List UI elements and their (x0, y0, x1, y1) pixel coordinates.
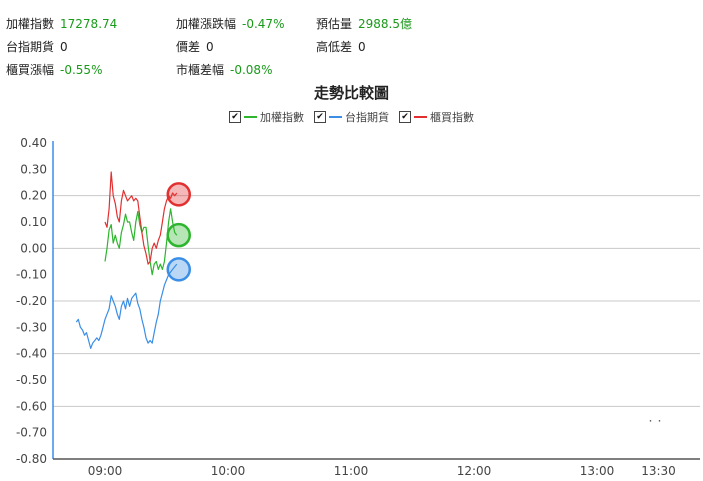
series-line-taiex (104, 208, 178, 276)
current-marker-otc (166, 182, 191, 207)
stat-hl-spread-label: 高低差 (316, 40, 353, 54)
stat-futures: 台指期貨 0 (6, 38, 68, 55)
stat-otc-spread: 市櫃差幅 -0.08% (176, 61, 272, 78)
chart-legend: ✔ 加權指數 ✔ 台指期貨 ✔ 櫃買指數 (0, 109, 703, 125)
y-tick-label-12: -0.80 (16, 452, 47, 466)
stat-futures-value: 0 (60, 40, 68, 54)
stat-taiex-value: 17278.74 (60, 17, 118, 31)
stat-taiex-change: 加權漲跌幅 -0.47% (176, 15, 284, 32)
stat-taiex: 加權指數 17278.74 (6, 15, 117, 32)
stat-hl-spread: 高低差 0 (316, 38, 366, 55)
x-tick-label-3: 12:00 (457, 464, 492, 478)
legend-checkbox-futures[interactable]: ✔ (314, 111, 326, 123)
stat-taiex-change-label: 加權漲跌幅 (176, 17, 237, 31)
stat-otc-spread-value: -0.08% (230, 63, 273, 77)
stat-otc-change-value: -0.55% (60, 63, 103, 77)
y-tick-label-7: -0.30 (16, 320, 47, 334)
legend-checkbox-taiex[interactable]: ✔ (229, 111, 241, 123)
tail-dot-b-0 (658, 420, 661, 422)
stat-est-volume-value: 2988.5億 (358, 17, 413, 31)
stat-otc-change: 櫃買漲幅 -0.55% (6, 61, 102, 78)
stat-est-volume: 預估量 2988.5億 (316, 15, 412, 32)
x-tick-label-1: 10:00 (211, 464, 246, 478)
y-tick-label-3: 0.10 (20, 215, 47, 229)
chart-title: 走勢比較圖 (313, 84, 389, 102)
y-tick-label-1: 0.30 (20, 162, 47, 176)
y-tick-label-8: -0.40 (16, 347, 47, 361)
x-tick-label-5: 13:30 (641, 464, 676, 478)
stat-futures-label: 台指期貨 (6, 40, 55, 54)
stat-est-volume-label: 預估量 (316, 17, 353, 31)
legend-item-otc[interactable]: ✔ 櫃買指數 (399, 109, 474, 125)
y-tick-label-5: -0.10 (16, 268, 47, 282)
y-tick-label-11: -0.70 (16, 426, 47, 440)
legend-checkbox-otc[interactable]: ✔ (399, 111, 411, 123)
tail-dot-0 (649, 420, 652, 422)
legend-swatch-otc (414, 116, 427, 118)
stat-spread: 價差 0 (176, 38, 214, 55)
legend-label-futures: 台指期貨 (345, 111, 389, 124)
y-tick-label-2: 0.20 (20, 189, 47, 203)
y-tick-label-6: -0.20 (16, 294, 47, 308)
legend-swatch-futures (329, 116, 342, 118)
y-tick-label-10: -0.60 (16, 399, 47, 413)
stat-taiex-label: 加權指數 (6, 17, 55, 31)
series-line-otc (104, 171, 178, 265)
current-marker-taiex (166, 222, 191, 248)
x-tick-label-0: 09:00 (88, 464, 123, 478)
series-line-futures (75, 263, 178, 349)
y-tick-label-9: -0.50 (16, 373, 47, 387)
legend-item-taiex[interactable]: ✔ 加權指數 (229, 109, 304, 125)
y-tick-label-4: 0.00 (20, 241, 47, 255)
x-tick-label-2: 11:00 (334, 464, 369, 478)
y-tick-label-0: 0.40 (20, 136, 47, 150)
legend-label-otc: 櫃買指數 (430, 111, 474, 124)
stat-otc-change-label: 櫃買漲幅 (6, 63, 55, 77)
legend-item-futures[interactable]: ✔ 台指期貨 (314, 109, 389, 125)
stat-hl-spread-value: 0 (358, 40, 366, 54)
stat-taiex-change-value: -0.47% (242, 17, 285, 31)
stat-spread-value: 0 (206, 40, 214, 54)
x-tick-label-4: 13:00 (580, 464, 615, 478)
legend-label-taiex: 加權指數 (260, 111, 304, 124)
current-marker-futures (166, 257, 191, 282)
stat-otc-spread-label: 市櫃差幅 (176, 63, 225, 77)
stat-spread-label: 價差 (176, 40, 201, 54)
legend-swatch-taiex (244, 116, 257, 118)
